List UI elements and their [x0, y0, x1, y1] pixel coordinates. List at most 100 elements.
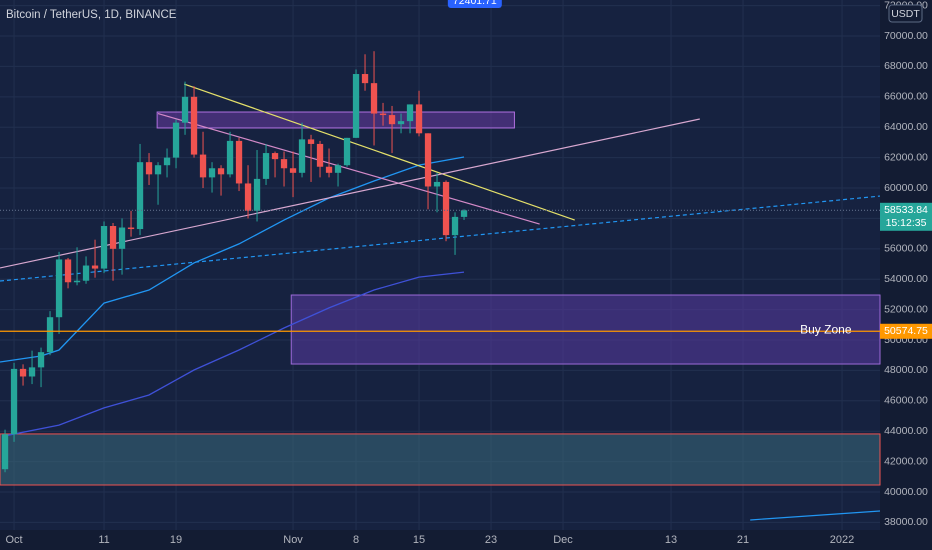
candle-body	[415, 104, 423, 134]
time-axis-background	[0, 530, 932, 550]
x-tick-label: 8	[353, 534, 359, 546]
candle-body	[298, 139, 306, 173]
candle-body	[325, 166, 333, 173]
trendline	[183, 83, 575, 221]
y-tick-label: 38000.00	[884, 516, 928, 528]
x-tick-label: 23	[485, 534, 497, 546]
zone	[156, 111, 515, 129]
y-tick-label: 64000.00	[884, 121, 928, 133]
candle-body	[460, 210, 468, 217]
x-tick-label: Dec	[553, 534, 573, 546]
candle-body	[388, 115, 396, 125]
candle-body	[109, 226, 117, 249]
trendline	[157, 112, 540, 225]
candle-body	[289, 168, 297, 173]
candle-body	[163, 157, 171, 166]
candle-body	[145, 162, 153, 175]
zone	[290, 294, 881, 365]
y-tick-label: 54000.00	[884, 273, 928, 285]
zone	[0, 433, 881, 486]
currency-label: USDT	[891, 8, 920, 20]
candle-body	[217, 168, 225, 175]
trendline	[0, 118, 700, 269]
candle-body	[397, 121, 405, 125]
candle-body	[100, 226, 108, 269]
candle-body	[424, 133, 432, 187]
y-tick-label: 66000.00	[884, 91, 928, 103]
candle-body	[1, 434, 9, 470]
y-tick-label: 68000.00	[884, 60, 928, 72]
candle-body	[226, 140, 234, 175]
price-label: 58533.84	[884, 204, 928, 216]
candle-body	[37, 352, 45, 368]
y-tick-label: 56000.00	[884, 243, 928, 255]
y-tick-label: 40000.00	[884, 486, 928, 498]
high-marker-box	[447, 0, 502, 8]
moving-average	[4, 271, 465, 437]
plot: Buy Zone	[0, 51, 881, 521]
candle-body	[46, 317, 54, 353]
x-tick-label: 11	[98, 534, 109, 546]
candle-body	[73, 280, 81, 283]
candle-body	[55, 259, 63, 318]
candle-body	[190, 96, 198, 155]
candle-body	[244, 183, 252, 211]
candle-body	[64, 259, 72, 283]
y-tick-label: 42000.00	[884, 455, 928, 467]
chart-title: Bitcoin / TetherUS, 1D, BINANCE	[6, 9, 177, 21]
y-tick-label: 60000.00	[884, 182, 928, 194]
y-tick-label: 44000.00	[884, 425, 928, 437]
candle-body	[127, 227, 135, 230]
currency-box	[888, 4, 923, 23]
candle-body	[208, 168, 216, 178]
candle-body	[262, 153, 270, 179]
candle-body	[280, 159, 288, 169]
candle-body	[316, 143, 324, 167]
y-tick-label: 48000.00	[884, 364, 928, 376]
y-tick-label: 62000.00	[884, 151, 928, 163]
candle-body	[28, 367, 36, 377]
trendline	[0, 195, 881, 282]
candle-body	[271, 153, 279, 160]
price-label-box	[880, 202, 932, 231]
candle-body	[406, 104, 414, 122]
candle-body	[253, 178, 261, 211]
candle-body	[352, 74, 360, 138]
price-countdown: 15:12:35	[886, 217, 927, 229]
price-label-box	[880, 323, 932, 339]
x-tick-label: 15	[413, 534, 425, 546]
candle-body	[91, 265, 99, 269]
candle-body	[181, 96, 189, 123]
x-tick-label: 19	[170, 534, 182, 546]
high-marker-label: 72401.71	[453, 0, 497, 7]
candle-body	[433, 181, 441, 187]
x-tick-label: Nov	[283, 534, 303, 546]
candle-body	[307, 139, 315, 144]
trendline	[750, 510, 881, 521]
x-tick-label: 2022	[830, 534, 854, 546]
candle-body	[343, 137, 351, 166]
candle-body	[235, 140, 243, 184]
candle-body	[136, 162, 144, 230]
candle-body	[19, 368, 27, 377]
candle-body	[199, 154, 207, 178]
candle-body	[370, 83, 378, 114]
candle-body	[118, 227, 126, 249]
candle-body	[154, 165, 162, 175]
candle-body	[334, 165, 342, 173]
axes: 38000.00 40000.00 42000.00 44000.00 46000.00…	[5, 0, 932, 546]
candle-body	[172, 122, 180, 158]
price-axis-background	[880, 0, 932, 550]
y-tick-label: 70000.00	[884, 30, 928, 42]
x-tick-label: Oct	[5, 534, 22, 546]
x-tick-label: 21	[737, 534, 749, 546]
candle-body	[451, 216, 459, 236]
candle-body	[361, 74, 369, 84]
price-label: 50574.75	[884, 325, 928, 337]
candle-body	[10, 368, 18, 435]
candle-body	[82, 265, 90, 281]
annotation: Buy Zone	[800, 322, 852, 336]
y-tick-label: 46000.00	[884, 395, 928, 407]
y-tick-label: 52000.00	[884, 303, 928, 315]
